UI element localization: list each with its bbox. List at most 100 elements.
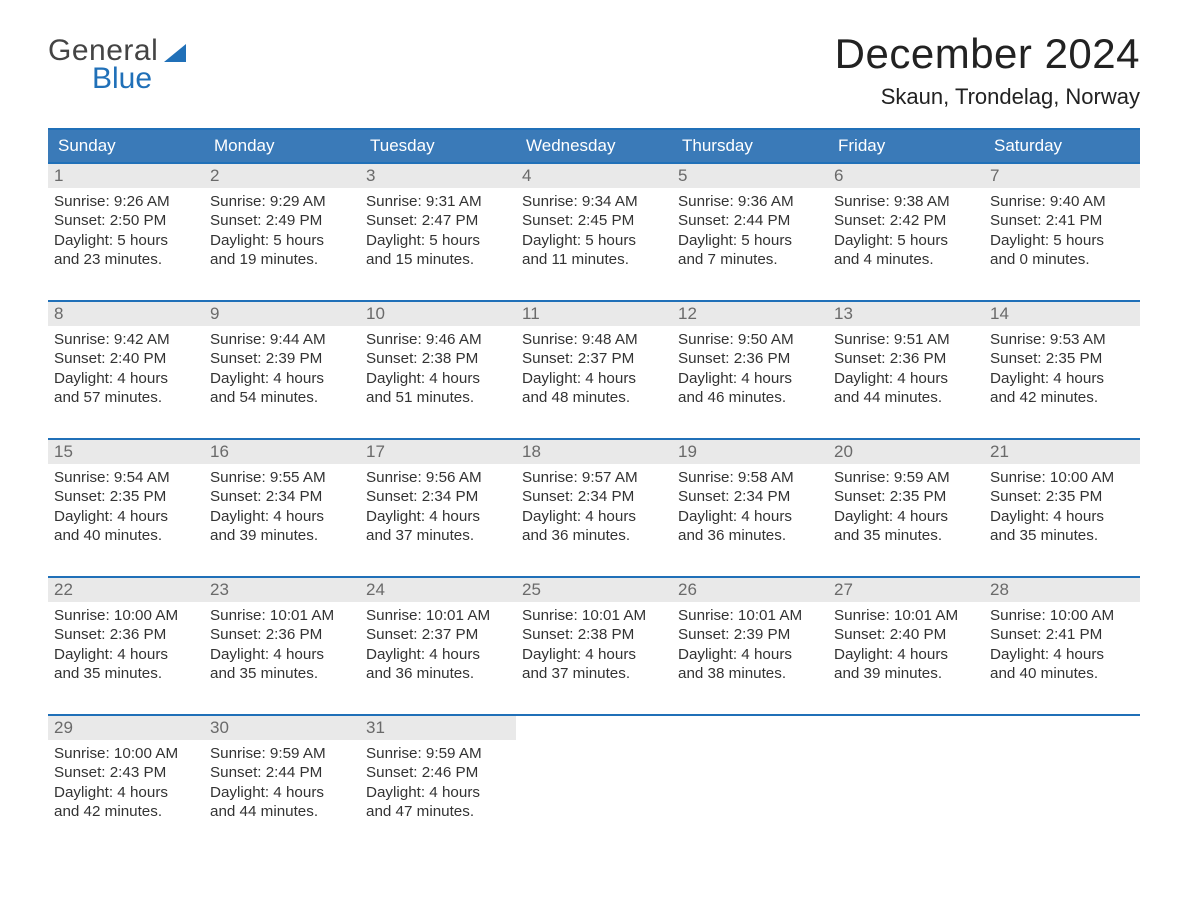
dayhead: Friday xyxy=(828,130,984,162)
day-details: Sunrise: 9:34 AMSunset: 2:45 PMDaylight:… xyxy=(516,188,672,276)
day-number: 14 xyxy=(984,302,1140,326)
calendar-cell xyxy=(672,714,828,838)
calendar-grid: SundayMondayTuesdayWednesdayThursdayFrid… xyxy=(48,128,1140,852)
calendar-cell: 15Sunrise: 9:54 AMSunset: 2:35 PMDayligh… xyxy=(48,438,204,562)
calendar-cell: 12Sunrise: 9:50 AMSunset: 2:36 PMDayligh… xyxy=(672,300,828,424)
calendar-cell: 10Sunrise: 9:46 AMSunset: 2:38 PMDayligh… xyxy=(360,300,516,424)
calendar-cell: 19Sunrise: 9:58 AMSunset: 2:34 PMDayligh… xyxy=(672,438,828,562)
day-details: Sunrise: 9:36 AMSunset: 2:44 PMDaylight:… xyxy=(672,188,828,276)
calendar-cell: 16Sunrise: 9:55 AMSunset: 2:34 PMDayligh… xyxy=(204,438,360,562)
calendar-cell: 30Sunrise: 9:59 AMSunset: 2:44 PMDayligh… xyxy=(204,714,360,838)
day-details: Sunrise: 10:01 AMSunset: 2:37 PMDaylight… xyxy=(360,602,516,690)
calendar-cell: 5Sunrise: 9:36 AMSunset: 2:44 PMDaylight… xyxy=(672,162,828,286)
day-details: Sunrise: 9:40 AMSunset: 2:41 PMDaylight:… xyxy=(984,188,1140,276)
day-number: 30 xyxy=(204,716,360,740)
day-details: Sunrise: 9:44 AMSunset: 2:39 PMDaylight:… xyxy=(204,326,360,414)
day-details: Sunrise: 9:48 AMSunset: 2:37 PMDaylight:… xyxy=(516,326,672,414)
day-details: Sunrise: 9:50 AMSunset: 2:36 PMDaylight:… xyxy=(672,326,828,414)
day-details: Sunrise: 10:01 AMSunset: 2:39 PMDaylight… xyxy=(672,602,828,690)
day-details: Sunrise: 10:00 AMSunset: 2:36 PMDaylight… xyxy=(48,602,204,690)
calendar-cell: 14Sunrise: 9:53 AMSunset: 2:35 PMDayligh… xyxy=(984,300,1140,424)
calendar-cell: 31Sunrise: 9:59 AMSunset: 2:46 PMDayligh… xyxy=(360,714,516,838)
logo: General Blue xyxy=(48,36,186,94)
calendar-cell xyxy=(516,714,672,838)
day-number: 7 xyxy=(984,164,1140,188)
day-number: 12 xyxy=(672,302,828,326)
calendar-cell: 20Sunrise: 9:59 AMSunset: 2:35 PMDayligh… xyxy=(828,438,984,562)
day-number: 21 xyxy=(984,440,1140,464)
calendar-cell: 13Sunrise: 9:51 AMSunset: 2:36 PMDayligh… xyxy=(828,300,984,424)
day-details: Sunrise: 9:59 AMSunset: 2:35 PMDaylight:… xyxy=(828,464,984,552)
title-block: December 2024 Skaun, Trondelag, Norway xyxy=(835,30,1140,110)
day-details: Sunrise: 9:46 AMSunset: 2:38 PMDaylight:… xyxy=(360,326,516,414)
calendar-cell: 27Sunrise: 10:01 AMSunset: 2:40 PMDaylig… xyxy=(828,576,984,700)
day-number: 26 xyxy=(672,578,828,602)
dayhead: Tuesday xyxy=(360,130,516,162)
week-spacer xyxy=(48,838,1140,852)
day-number: 31 xyxy=(360,716,516,740)
header: General Blue December 2024 Skaun, Tronde… xyxy=(48,30,1140,110)
day-details: Sunrise: 9:29 AMSunset: 2:49 PMDaylight:… xyxy=(204,188,360,276)
day-details: Sunrise: 9:42 AMSunset: 2:40 PMDaylight:… xyxy=(48,326,204,414)
day-number: 10 xyxy=(360,302,516,326)
dayhead: Saturday xyxy=(984,130,1140,162)
week-spacer xyxy=(48,700,1140,714)
day-details: Sunrise: 9:54 AMSunset: 2:35 PMDaylight:… xyxy=(48,464,204,552)
calendar-cell: 22Sunrise: 10:00 AMSunset: 2:36 PMDaylig… xyxy=(48,576,204,700)
logo-text-blue: Blue xyxy=(92,64,186,94)
calendar-cell: 23Sunrise: 10:01 AMSunset: 2:36 PMDaylig… xyxy=(204,576,360,700)
day-number: 4 xyxy=(516,164,672,188)
calendar-cell: 9Sunrise: 9:44 AMSunset: 2:39 PMDaylight… xyxy=(204,300,360,424)
day-number: 2 xyxy=(204,164,360,188)
calendar-cell: 17Sunrise: 9:56 AMSunset: 2:34 PMDayligh… xyxy=(360,438,516,562)
day-details: Sunrise: 10:01 AMSunset: 2:36 PMDaylight… xyxy=(204,602,360,690)
calendar-cell: 21Sunrise: 10:00 AMSunset: 2:35 PMDaylig… xyxy=(984,438,1140,562)
dayhead: Monday xyxy=(204,130,360,162)
calendar-cell: 18Sunrise: 9:57 AMSunset: 2:34 PMDayligh… xyxy=(516,438,672,562)
calendar-cell xyxy=(984,714,1140,838)
day-details: Sunrise: 10:01 AMSunset: 2:40 PMDaylight… xyxy=(828,602,984,690)
day-number: 27 xyxy=(828,578,984,602)
day-details: Sunrise: 10:00 AMSunset: 2:43 PMDaylight… xyxy=(48,740,204,828)
day-number: 6 xyxy=(828,164,984,188)
day-details: Sunrise: 9:57 AMSunset: 2:34 PMDaylight:… xyxy=(516,464,672,552)
calendar-cell: 2Sunrise: 9:29 AMSunset: 2:49 PMDaylight… xyxy=(204,162,360,286)
calendar-cell: 7Sunrise: 9:40 AMSunset: 2:41 PMDaylight… xyxy=(984,162,1140,286)
day-number: 29 xyxy=(48,716,204,740)
day-number: 8 xyxy=(48,302,204,326)
day-details: Sunrise: 10:00 AMSunset: 2:35 PMDaylight… xyxy=(984,464,1140,552)
dayhead: Thursday xyxy=(672,130,828,162)
day-details: Sunrise: 9:56 AMSunset: 2:34 PMDaylight:… xyxy=(360,464,516,552)
day-details: Sunrise: 9:51 AMSunset: 2:36 PMDaylight:… xyxy=(828,326,984,414)
day-details: Sunrise: 9:31 AMSunset: 2:47 PMDaylight:… xyxy=(360,188,516,276)
dayhead: Sunday xyxy=(48,130,204,162)
day-details: Sunrise: 9:59 AMSunset: 2:46 PMDaylight:… xyxy=(360,740,516,828)
day-details: Sunrise: 9:59 AMSunset: 2:44 PMDaylight:… xyxy=(204,740,360,828)
day-number: 22 xyxy=(48,578,204,602)
calendar-cell: 6Sunrise: 9:38 AMSunset: 2:42 PMDaylight… xyxy=(828,162,984,286)
dayhead: Wednesday xyxy=(516,130,672,162)
calendar-cell xyxy=(828,714,984,838)
day-details: Sunrise: 9:26 AMSunset: 2:50 PMDaylight:… xyxy=(48,188,204,276)
day-details: Sunrise: 9:58 AMSunset: 2:34 PMDaylight:… xyxy=(672,464,828,552)
calendar-cell: 4Sunrise: 9:34 AMSunset: 2:45 PMDaylight… xyxy=(516,162,672,286)
sail-icon xyxy=(164,44,186,62)
day-details: Sunrise: 10:01 AMSunset: 2:38 PMDaylight… xyxy=(516,602,672,690)
location: Skaun, Trondelag, Norway xyxy=(835,84,1140,110)
day-details: Sunrise: 9:38 AMSunset: 2:42 PMDaylight:… xyxy=(828,188,984,276)
calendar-cell: 8Sunrise: 9:42 AMSunset: 2:40 PMDaylight… xyxy=(48,300,204,424)
day-number: 9 xyxy=(204,302,360,326)
day-number: 18 xyxy=(516,440,672,464)
calendar-cell: 3Sunrise: 9:31 AMSunset: 2:47 PMDaylight… xyxy=(360,162,516,286)
day-number: 19 xyxy=(672,440,828,464)
day-number: 23 xyxy=(204,578,360,602)
day-details: Sunrise: 9:53 AMSunset: 2:35 PMDaylight:… xyxy=(984,326,1140,414)
calendar-cell: 29Sunrise: 10:00 AMSunset: 2:43 PMDaylig… xyxy=(48,714,204,838)
day-number: 3 xyxy=(360,164,516,188)
calendar-cell: 26Sunrise: 10:01 AMSunset: 2:39 PMDaylig… xyxy=(672,576,828,700)
day-number: 15 xyxy=(48,440,204,464)
week-spacer xyxy=(48,286,1140,300)
day-details: Sunrise: 9:55 AMSunset: 2:34 PMDaylight:… xyxy=(204,464,360,552)
day-number: 24 xyxy=(360,578,516,602)
day-number: 17 xyxy=(360,440,516,464)
